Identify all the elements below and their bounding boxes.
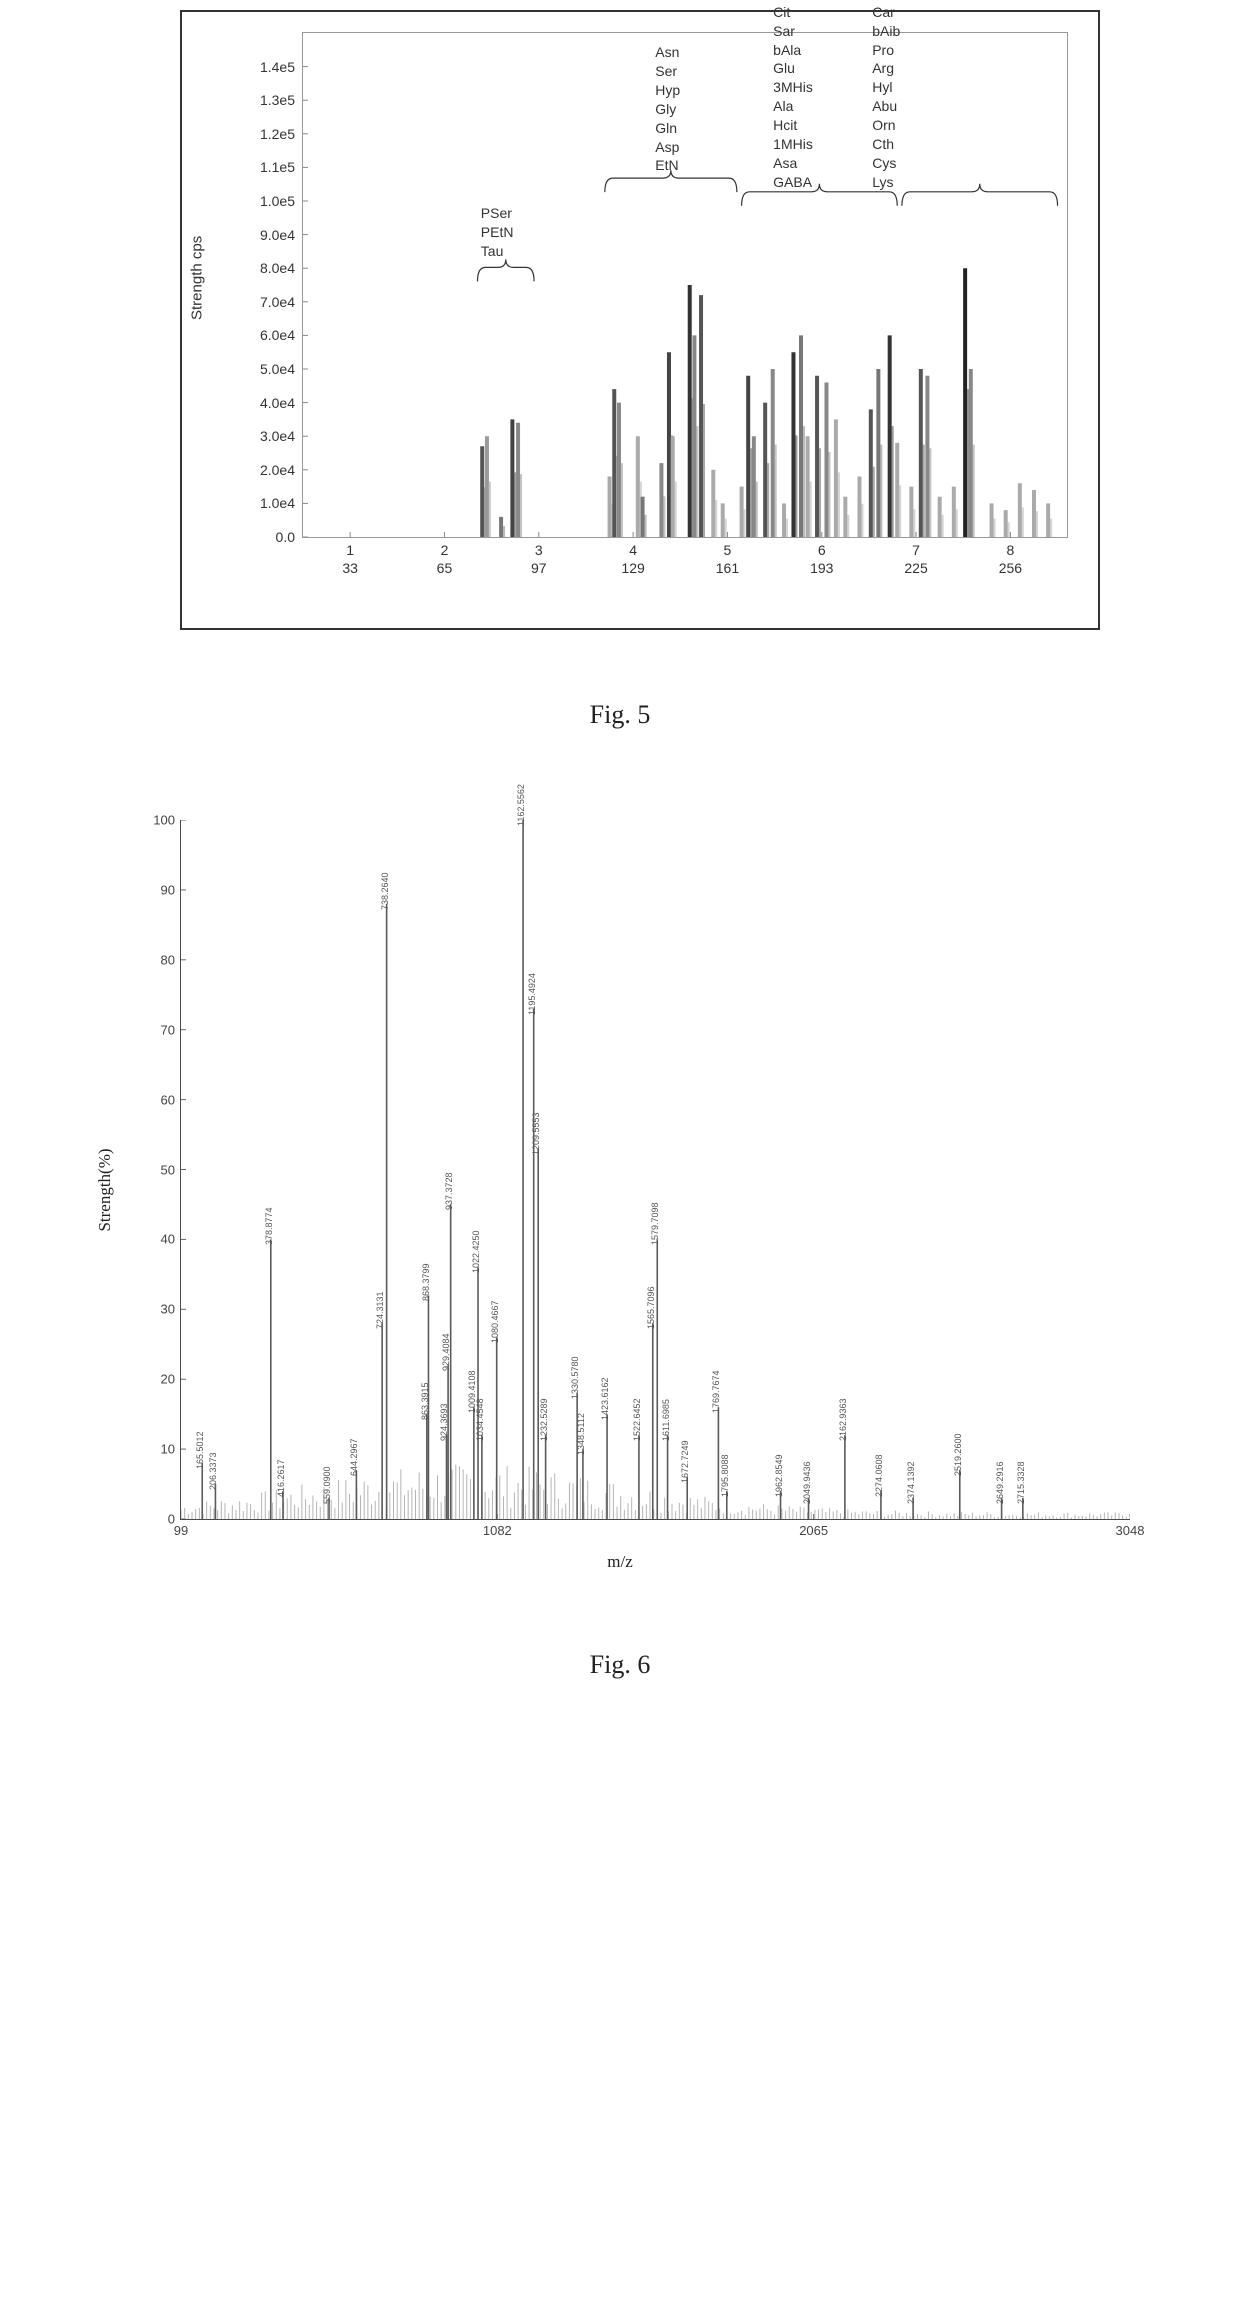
fig6-peak-label: 1672.7249: [680, 1441, 690, 1484]
fig6-xtick: 2065: [799, 1523, 828, 1538]
fig6-peak-label: 724.3131: [375, 1292, 385, 1330]
fig5-ytick: 1.0e5: [260, 193, 303, 209]
fig5-ytick: 1.1e5: [260, 159, 303, 175]
fig6-peak-label: 1962.8549: [774, 1454, 784, 1497]
fig5-ytick: 6.0e4: [260, 327, 303, 343]
fig6-peak-label: 1330.5780: [570, 1357, 580, 1400]
fig6-ytick: 60: [161, 1092, 175, 1107]
fig6-peak-label: 863.3915: [420, 1383, 430, 1421]
fig5-ytick: 3.0e4: [260, 428, 303, 444]
fig5-xtick: 5161: [716, 537, 739, 577]
fig5-xtick: 4129: [621, 537, 644, 577]
fig6-peak-label: 1080.4667: [490, 1301, 500, 1344]
fig6-peak-label: 416.2617: [276, 1459, 286, 1497]
fig6-peak-label: 2519.2600: [953, 1434, 963, 1477]
fig6-peak-label: 2162.9363: [838, 1399, 848, 1442]
fig5-svg: [303, 33, 1067, 537]
fig6-peak-label: 1579.7098: [650, 1203, 660, 1246]
fig6-peak-label: 378.8774: [264, 1208, 274, 1246]
fig5-peak-group-label: Car bAib Pro Arg Hyl Abu Orn Cth Cys Lys: [872, 3, 900, 192]
fig6-caption: Fig. 6: [590, 1650, 651, 1680]
fig6-peak-label: 1022.4250: [471, 1231, 481, 1274]
fig6-xtick: 99: [174, 1523, 188, 1538]
fig5-ytick: 2.0e4: [260, 462, 303, 478]
fig6-ytick: 40: [161, 1232, 175, 1247]
fig6-peak-label: 868.3799: [421, 1264, 431, 1302]
fig5-peak-group-label: PSer PEtN Tau: [481, 204, 514, 261]
fig6-ytick: 90: [161, 882, 175, 897]
fig6-peak-label: 1423.6162: [600, 1378, 610, 1421]
fig5-caption: Fig. 5: [590, 700, 651, 730]
fig5-ytick: 1.4e5: [260, 59, 303, 75]
fig6-peak-label: 937.3728: [444, 1173, 454, 1211]
fig5-xtick: 6193: [810, 537, 833, 577]
fig6-peak-label: 1162.5562: [516, 784, 526, 826]
fig5-xtick: 265: [437, 537, 453, 577]
fig5-xtick: 7225: [904, 537, 927, 577]
fig5-ytick: 0.0: [276, 529, 303, 545]
fig6-peak-label: 559.0900: [322, 1466, 332, 1504]
fig5-ytick: 8.0e4: [260, 260, 303, 276]
fig5-plot-area: 0.01.0e42.0e43.0e44.0e45.0e46.0e47.0e48.…: [302, 32, 1068, 538]
fig6-peak-label: 924.3693: [439, 1404, 449, 1442]
fig6-ytick: 50: [161, 1162, 175, 1177]
fig6-peak-label: 1769.7674: [711, 1371, 721, 1414]
fig5-xtick: 8256: [999, 537, 1022, 577]
fig6-peak-label: 1232.5289: [539, 1399, 549, 1442]
fig5-ytick: 1.2e5: [260, 126, 303, 142]
fig6-peak-label: 2274.0608: [874, 1454, 884, 1497]
fig5-ytick: 1.3e5: [260, 92, 303, 108]
fig5-chart-box: Strength cps 0.01.0e42.0e43.0e44.0e45.0e…: [180, 10, 1100, 630]
fig6-ylabel: Strength(%): [95, 1148, 115, 1231]
fig6-ytick: 10: [161, 1442, 175, 1457]
fig5-ytick: 7.0e4: [260, 294, 303, 310]
fig6-ytick: 70: [161, 1022, 175, 1037]
fig6-ytick: 30: [161, 1302, 175, 1317]
fig6-peak-label: 1034.4548: [475, 1399, 485, 1442]
fig5-ytick: 9.0e4: [260, 227, 303, 243]
fig6-xlabel: m/z: [607, 1552, 633, 1572]
fig6-peak-label: 1522.6452: [632, 1399, 642, 1442]
fig6-ytick: 80: [161, 952, 175, 967]
fig6-peak-label: 738.2640: [380, 872, 390, 910]
fig6-chart-box: Strength(%) 0102030405060708090100991082…: [80, 800, 1160, 1580]
fig6-peak-label: 1195.4924: [527, 973, 537, 1015]
fig6-peak-label: 206.3373: [208, 1453, 218, 1491]
fig6-peak-label: 2049.9436: [802, 1461, 812, 1504]
fig5-peak-group-label: Cit Sar bAla Glu 3MHis Ala Hcit 1MHis As…: [773, 3, 813, 192]
fig6-peak-label: 165.5012: [195, 1432, 205, 1470]
fig6-xtick: 3048: [1116, 1523, 1145, 1538]
fig5-peak-group-label: Asn Ser Hyp Gly Gln Asp EtN: [655, 43, 680, 175]
fig5-ytick: 5.0e4: [260, 361, 303, 377]
fig6-peak-label: 2649.2916: [995, 1461, 1005, 1504]
fig5-ylabel: Strength cps: [189, 236, 206, 320]
fig6-peak-label: 929.4084: [441, 1334, 451, 1372]
fig5-xtick: 397: [531, 537, 547, 577]
fig6-peak-label: 2374.1392: [906, 1461, 916, 1504]
fig6-peak-label: 644.2967: [349, 1439, 359, 1477]
fig6-svg: [181, 820, 1130, 1519]
fig6-peak-label: 1611.6985: [661, 1399, 671, 1441]
fig6-peak-label: 1565.7096: [646, 1287, 656, 1330]
fig6-peak-label: 1348.5112: [576, 1413, 586, 1455]
page: Strength cps 0.01.0e42.0e43.0e44.0e45.0e…: [0, 0, 1240, 1730]
fig5-ytick: 1.0e4: [260, 495, 303, 511]
fig5-xtick: 133: [342, 537, 358, 577]
fig6-peak-label: 1795.8088: [720, 1454, 730, 1497]
fig6-ytick: 20: [161, 1372, 175, 1387]
fig6-peak-label: 1209.5553: [531, 1112, 541, 1155]
fig6-peak-label: 2715.3328: [1016, 1461, 1026, 1504]
fig6-ytick: 100: [153, 813, 175, 828]
fig6-xtick: 1082: [483, 1523, 512, 1538]
fig6-plot-area: 010203040506070809010099108220653048165.…: [180, 820, 1130, 1520]
fig5-ytick: 4.0e4: [260, 395, 303, 411]
